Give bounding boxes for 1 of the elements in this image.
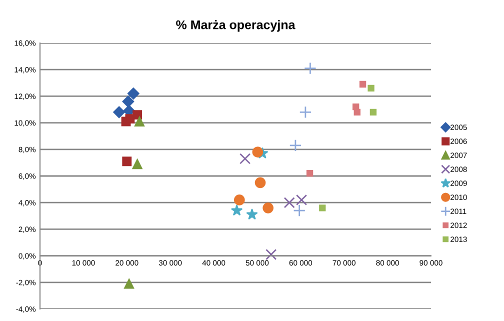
chart-title: % Marża operacyjna [176,20,296,32]
